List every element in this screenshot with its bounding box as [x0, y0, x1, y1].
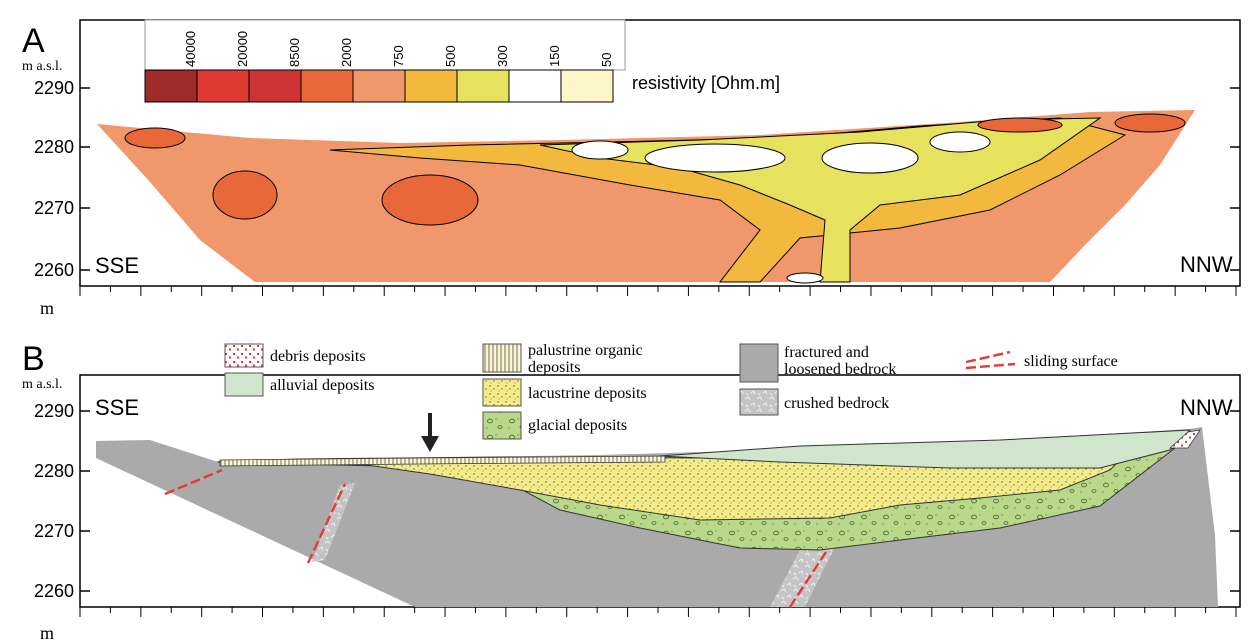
resistivity-2000-zone — [124, 127, 186, 149]
y-tick-label: 2290 — [34, 78, 74, 98]
legend-color-bin — [404, 69, 458, 103]
legend-color-bin — [300, 69, 354, 103]
legend-bin-label: 500 — [443, 45, 458, 67]
resistivity-2000-zone — [1114, 113, 1186, 133]
legend-color-bin — [144, 69, 198, 103]
legend-bin-label: 20000 — [235, 31, 250, 67]
legend-color-bin — [352, 69, 406, 103]
x-tick-label: 10 — [130, 0, 152, 5]
palustrine-deposits — [219, 455, 666, 467]
legend-debris-label: debris deposits — [270, 348, 366, 365]
panel-b-unit-label: m a.s.l. — [22, 377, 62, 392]
geology-legend: debris deposits alluvial deposits palust… — [224, 342, 1118, 440]
panel-a-letter: A — [22, 22, 45, 60]
legend-alluvial-label: alluvial deposits — [270, 377, 374, 394]
panel-b-left-label: SSE — [95, 395, 139, 420]
legend-bin-label: 40000 — [183, 31, 198, 67]
y-tick-label: 2290 — [34, 401, 74, 421]
y-tick-label: 2270 — [34, 521, 74, 541]
y-tick-label: 2280 — [34, 137, 74, 157]
panel-a-left-label: SSE — [95, 253, 139, 278]
panel-b-x-axis: 0 10 50 100 150 190 — [74, 0, 1251, 617]
y-tick-label: 2260 — [34, 260, 74, 280]
sliding-surface — [164, 468, 223, 496]
legend-color-bin — [508, 69, 562, 103]
legend-bin-label: 150 — [547, 45, 562, 67]
legend-debris-swatch — [224, 343, 264, 368]
legend-palustrine-label: palustrine organic deposits — [528, 342, 643, 376]
resistivity-150-pocket — [786, 272, 824, 284]
panel-b-y-axis: 2290 2280 2270 2260 — [34, 401, 1240, 601]
legend-sliding-swatch — [965, 350, 1016, 370]
panel-a-x-axis: 0 10 50 100 150 190 — [74, 0, 1251, 296]
resistivity-section — [97, 110, 1195, 284]
legend-glacial-label: glacial deposits — [528, 417, 627, 434]
resistivity-2000-zone — [977, 117, 1063, 133]
x-tick-label: 10 — [130, 0, 152, 5]
legend-crushed-label: crushed bedrock — [784, 395, 889, 412]
down-arrow-icon — [421, 413, 439, 452]
panel-b-right-label: NNW — [1180, 395, 1233, 420]
panel-b-x-unit: m — [40, 623, 54, 643]
sliding-surface — [306, 483, 347, 564]
legend-color-bin — [248, 69, 302, 103]
resistivity-2000-zone — [212, 170, 278, 220]
panel-a: A m a.s.l. 40000 20000 8500 2000 750 500 300 15… — [22, 0, 1251, 318]
geological-section — [96, 413, 1218, 608]
panel-b-letter: B — [22, 340, 45, 378]
legend-color-bin — [560, 69, 614, 103]
x-tick-label: 100 — [672, 0, 705, 5]
crushed-bedrock-zone — [312, 483, 355, 562]
resistivity-150-pocket — [929, 131, 991, 153]
y-tick-label: 2270 — [34, 198, 74, 218]
legend-crushed-swatch — [739, 388, 779, 416]
legend-title: resistivity [Ohm.m] — [632, 73, 780, 93]
resistivity-150-pocket — [821, 142, 919, 174]
legend-glacial-swatch — [482, 411, 522, 440]
x-tick-label: 150 — [976, 0, 1009, 5]
y-tick-label: 2260 — [34, 581, 74, 601]
legend-bin-label: 750 — [391, 45, 406, 67]
legend-palustrine-swatch — [482, 343, 522, 373]
x-tick-label: 150 — [976, 0, 1009, 5]
legend-lacustrine-swatch — [482, 378, 522, 407]
x-tick-label: 0 — [74, 0, 85, 5]
panel-a-frame — [79, 19, 1241, 287]
legend-sliding-label: sliding surface — [1024, 353, 1118, 370]
resistivity-2000-zone — [381, 174, 479, 226]
panel-a-x-unit: m — [40, 298, 54, 318]
x-tick-label: 50 — [373, 0, 395, 5]
panel-a-y-axis: 2290 2280 2270 2260 — [34, 78, 1240, 280]
alluvial-deposits — [659, 429, 1192, 469]
x-tick-label: 50 — [373, 0, 395, 5]
y-tick-label: 2280 — [34, 461, 74, 481]
resistivity-150-pocket — [644, 143, 786, 173]
legend-bin-label: 2000 — [339, 38, 354, 67]
panel-b: B m a.s.l. debris deposits alluvia — [22, 0, 1251, 643]
legend-bin-label: 300 — [495, 45, 510, 67]
panel-a-unit-label: m a.s.l. — [22, 59, 62, 74]
legend-fractured-label: fractured and loosened bedrock — [784, 344, 896, 378]
legend-alluvial-swatch — [224, 372, 264, 397]
x-tick-label: 190 — [1219, 0, 1251, 5]
crushed-bedrock-zone — [770, 547, 835, 607]
panel-a-right-label: NNW — [1180, 252, 1233, 277]
x-tick-label: 190 — [1219, 0, 1251, 5]
resistivity-legend: 40000 20000 8500 2000 750 500 300 150 50 resisti… — [144, 19, 780, 103]
legend-fractured-swatch — [739, 343, 779, 383]
legend-bins: 40000 20000 8500 2000 750 500 300 150 50 — [144, 31, 614, 103]
legend-bin-label: 50 — [599, 53, 614, 67]
legend-color-bin — [196, 69, 250, 103]
legend-color-bin — [456, 69, 510, 103]
debris-deposits — [1169, 429, 1201, 449]
resistivity-150-pocket — [571, 140, 629, 160]
x-tick-label: 100 — [672, 0, 705, 5]
x-tick-label: 0 — [74, 0, 85, 5]
legend-bin-label: 8500 — [287, 38, 302, 67]
legend-lacustrine-label: lacustrine deposits — [528, 385, 647, 402]
sliding-surface — [788, 551, 828, 608]
